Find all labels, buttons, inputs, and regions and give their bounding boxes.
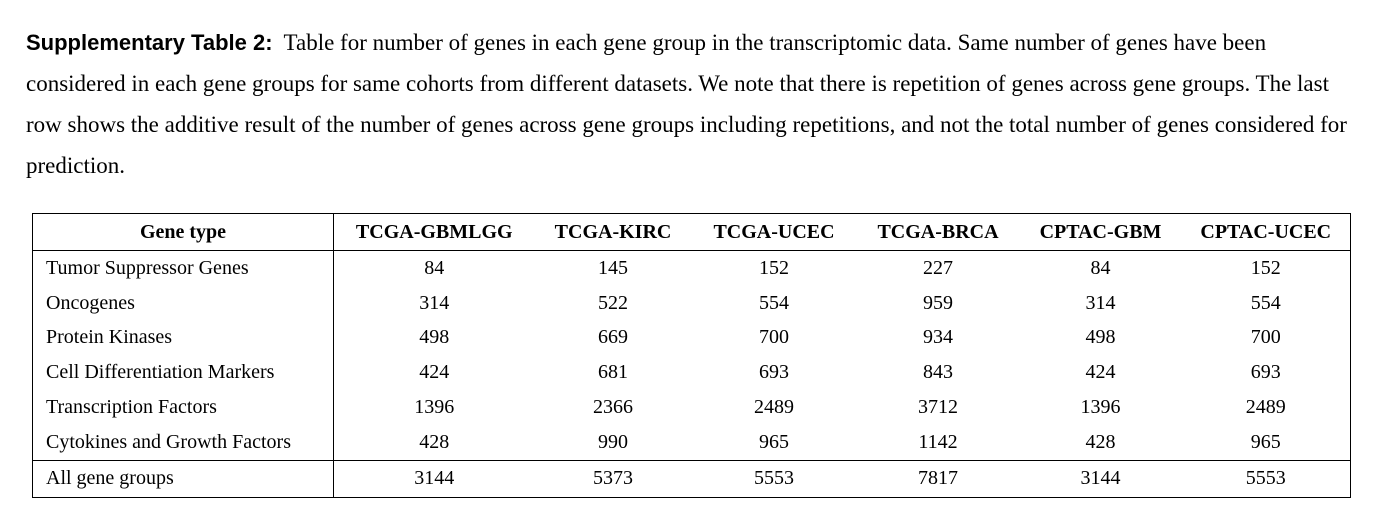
table-caption: Supplementary Table 2: Table for number o… bbox=[26, 22, 1361, 186]
column-header: CPTAC-GBM bbox=[1019, 213, 1182, 251]
table-cell: 554 bbox=[1250, 291, 1281, 314]
table-cell: 2489 bbox=[1245, 396, 1286, 419]
caption-text: Table for number of genes in each gene g… bbox=[26, 30, 1347, 178]
table-cell: 669 bbox=[598, 326, 628, 349]
row-label: Oncogenes bbox=[32, 285, 334, 321]
table-cell: 5373 bbox=[534, 459, 692, 498]
table-cell: 3712 bbox=[918, 396, 958, 419]
table-cell: 3144 bbox=[333, 459, 535, 498]
table-cell: 1396 bbox=[414, 396, 455, 419]
row-label: Tumor Suppressor Genes bbox=[32, 250, 334, 286]
table-cell: 498 bbox=[419, 326, 450, 349]
table-cell: 1396 bbox=[1080, 396, 1121, 419]
table-cell: 152 bbox=[759, 256, 789, 279]
table-cell: 7817 bbox=[856, 459, 1020, 498]
row-label: All gene groups bbox=[32, 459, 334, 498]
table-cell: 145 bbox=[598, 256, 628, 279]
table-cell: 681 bbox=[598, 361, 628, 384]
table-row: Oncogenes 314 522 554 959 314 554 bbox=[32, 285, 1351, 321]
row-label: Protein Kinases bbox=[32, 320, 334, 356]
table-cell: 843 bbox=[923, 361, 953, 384]
row-label: Cell Differentiation Markers bbox=[32, 355, 334, 391]
table-cell: 2489 bbox=[754, 396, 794, 419]
table-cell: 700 bbox=[1250, 326, 1281, 349]
gene-group-table: Gene type TCGA-GBMLGG TCGA-KIRC TCGA-UCE… bbox=[32, 213, 1351, 498]
row-label: Cytokines and Growth Factors bbox=[32, 424, 334, 461]
column-header: Gene type bbox=[32, 213, 334, 251]
table-cell: 424 bbox=[419, 361, 450, 384]
table-cell: 5553 bbox=[1181, 459, 1351, 498]
row-label: Transcription Factors bbox=[32, 390, 334, 425]
caption-label: Supplementary Table 2: bbox=[26, 30, 273, 55]
table-cell: 3144 bbox=[1019, 459, 1182, 498]
table-cell: 693 bbox=[1250, 361, 1281, 384]
column-header: TCGA-KIRC bbox=[534, 213, 692, 251]
table-cell: 424 bbox=[1085, 361, 1116, 384]
column-header: TCGA-UCEC bbox=[691, 213, 857, 251]
column-header: CPTAC-UCEC bbox=[1181, 213, 1351, 251]
table-cell: 498 bbox=[1085, 326, 1116, 349]
table-row: Protein Kinases 498 669 700 934 498 700 bbox=[32, 320, 1351, 356]
table-cell: 5553 bbox=[691, 459, 857, 498]
table-header-row: Gene type TCGA-GBMLGG TCGA-KIRC TCGA-UCE… bbox=[32, 213, 1351, 251]
table-cell: 314 bbox=[419, 291, 450, 314]
table-cell: 965 bbox=[1250, 430, 1281, 453]
table-cell: 227 bbox=[923, 256, 953, 279]
table-cell: 84 bbox=[424, 256, 445, 279]
table-cell: 522 bbox=[598, 291, 628, 314]
gene-group-table-container: Gene type TCGA-GBMLGG TCGA-KIRC TCGA-UCE… bbox=[32, 213, 1351, 498]
table-cell: 693 bbox=[759, 361, 789, 384]
table-cell: 554 bbox=[759, 291, 789, 314]
table-cell: 965 bbox=[759, 430, 789, 453]
table-cell: 959 bbox=[923, 291, 953, 314]
table-cell: 2366 bbox=[593, 396, 633, 419]
table-cell: 428 bbox=[1085, 430, 1116, 453]
table-row: Tumor Suppressor Genes 84 145 152 227 84… bbox=[32, 250, 1351, 286]
table-row: Cytokines and Growth Factors 428 990 965… bbox=[32, 424, 1351, 461]
table-cell: 428 bbox=[419, 430, 450, 453]
table-cell: 1142 bbox=[918, 430, 958, 453]
table-row: Transcription Factors 1396 2366 2489 371… bbox=[32, 390, 1351, 425]
table-cell: 84 bbox=[1090, 256, 1111, 279]
table-row: Cell Differentiation Markers 424 681 693… bbox=[32, 355, 1351, 391]
table-cell: 152 bbox=[1250, 256, 1281, 279]
column-header: TCGA-GBMLGG bbox=[333, 213, 535, 251]
column-header: TCGA-BRCA bbox=[856, 213, 1020, 251]
table-cell: 314 bbox=[1085, 291, 1116, 314]
total-row: All gene groups 3144 5373 5553 7817 3144… bbox=[32, 459, 1351, 498]
table-cell: 990 bbox=[598, 430, 628, 453]
table-cell: 700 bbox=[759, 326, 789, 349]
table-cell: 934 bbox=[923, 326, 953, 349]
